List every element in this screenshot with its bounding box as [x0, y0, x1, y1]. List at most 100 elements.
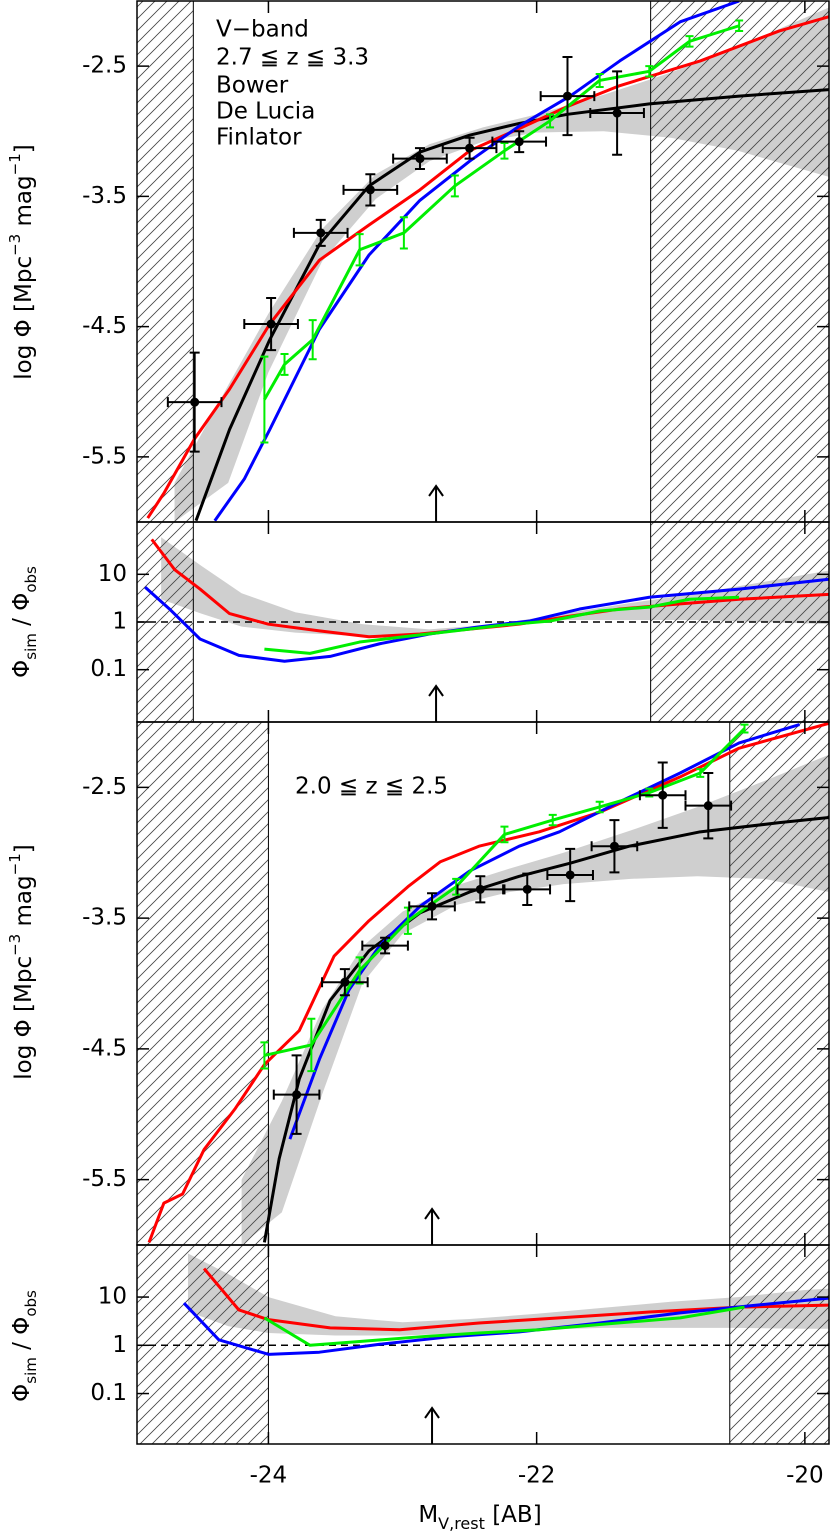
series-line	[202, 1267, 829, 1332]
x-tick-label: -24	[250, 1463, 288, 1489]
y-label-sup: −3	[6, 934, 24, 956]
data-point	[292, 1090, 302, 1100]
series-line	[262, 815, 829, 1243]
arrow	[424, 1406, 440, 1444]
series-line	[213, 1, 740, 522]
x-label-sub: V,rest	[438, 1514, 485, 1533]
legend-entry: De Lucia	[216, 99, 315, 125]
y-tick-label: 1	[112, 609, 127, 635]
data-point	[465, 143, 475, 153]
y-label-sub: sim	[22, 633, 40, 660]
y-label-part: log Φ [Mpc	[11, 956, 37, 1080]
y-label-part: / Φ	[9, 593, 35, 633]
data-point	[340, 977, 350, 987]
series-line	[144, 577, 829, 663]
series-line	[194, 88, 829, 522]
y-tick-label: 1	[112, 1332, 127, 1358]
y-axis-label: log Φ [Mpc−3 mag−1]	[6, 844, 37, 1080]
error-bar	[260, 355, 269, 444]
series-line	[146, 15, 829, 519]
x-label-part: [AB]	[485, 1502, 542, 1528]
y-tick-label: -5.5	[82, 443, 127, 469]
data-point	[609, 841, 619, 851]
error-bar	[645, 65, 654, 78]
y-label-part: Φ	[9, 660, 35, 678]
plot-area	[137, 1245, 829, 1444]
y-tick-label: -4.5	[82, 313, 127, 339]
data-point	[427, 901, 437, 911]
plot-frame	[136, 1244, 830, 1445]
y-label-part: mag	[11, 175, 37, 233]
series-line	[263, 1305, 745, 1347]
y-label-part: Φ	[9, 1384, 35, 1402]
y-label-part: ]	[11, 144, 37, 153]
y-label-part: ]	[11, 844, 37, 853]
y-label-sub: sim	[22, 1357, 40, 1384]
y-label-sup: −1	[6, 153, 24, 175]
error-bar	[452, 877, 461, 896]
x-tick-label: -20	[786, 1463, 824, 1489]
error-bar	[399, 216, 408, 250]
data-point	[658, 790, 668, 800]
error-bar	[403, 906, 412, 935]
data-point	[190, 397, 200, 407]
error-bar	[595, 72, 604, 88]
arrow	[428, 684, 444, 722]
error-bar	[696, 768, 705, 778]
error-bar	[740, 723, 749, 734]
x-label-part: M	[418, 1502, 438, 1528]
error-bar	[355, 233, 364, 267]
error-bar	[500, 825, 509, 844]
error-bar	[735, 19, 744, 32]
y-label-sup: −3	[6, 234, 24, 256]
y-tick-label: 0.1	[90, 656, 127, 682]
excluded-region	[729, 1245, 829, 1444]
x-tick-label: -22	[518, 1463, 556, 1489]
error-bar	[260, 1041, 269, 1070]
arrow	[428, 484, 444, 522]
series-line	[264, 595, 740, 655]
y-tick-label: -2.5	[82, 774, 127, 800]
data-point	[522, 884, 532, 894]
error-bar	[685, 35, 694, 48]
error-bar	[595, 800, 604, 814]
error-bar	[500, 141, 509, 160]
error-bar	[308, 319, 317, 361]
arrow	[424, 1207, 440, 1245]
data-point	[565, 870, 575, 880]
y-tick-label: 0.1	[90, 1380, 127, 1406]
y-label-part: / Φ	[9, 1317, 35, 1357]
series-line	[182, 1296, 829, 1356]
error-bar	[355, 956, 364, 985]
y-tick-label: -2.5	[82, 53, 127, 79]
data-point	[562, 91, 572, 101]
excluded-region	[650, 1, 829, 522]
error-bar	[307, 1017, 316, 1073]
plot-area	[137, 522, 829, 722]
legend-entry: Finlator	[216, 125, 302, 151]
y-axis-label: Φsim / Φobs	[9, 1290, 40, 1402]
y-label-part: log Φ [Mpc	[11, 256, 37, 380]
data-point	[365, 185, 375, 195]
series-line	[263, 24, 740, 401]
data-point	[380, 941, 390, 951]
x-axis-label: MV,rest [AB]	[418, 1502, 541, 1534]
plot-area	[137, 1, 829, 522]
data-point	[415, 154, 425, 164]
data-point	[266, 319, 276, 329]
error-bar	[280, 352, 289, 376]
error-bar	[546, 113, 555, 129]
y-label-part: mag	[11, 875, 37, 933]
excluded-region	[137, 722, 269, 1245]
y-axis-label: Φsim / Φobs	[9, 566, 40, 678]
y-tick-label: -5.5	[82, 1166, 127, 1192]
data-point	[612, 108, 622, 118]
y-label-sub: obs	[22, 1290, 40, 1317]
data-point	[514, 137, 524, 147]
y-tick-label: -4.5	[82, 1035, 127, 1061]
y-axis-label: log Φ [Mpc−3 mag−1]	[6, 144, 37, 380]
error-bar	[450, 174, 459, 198]
annotation: 2.7 ≦ z ≦ 3.3	[216, 45, 369, 71]
